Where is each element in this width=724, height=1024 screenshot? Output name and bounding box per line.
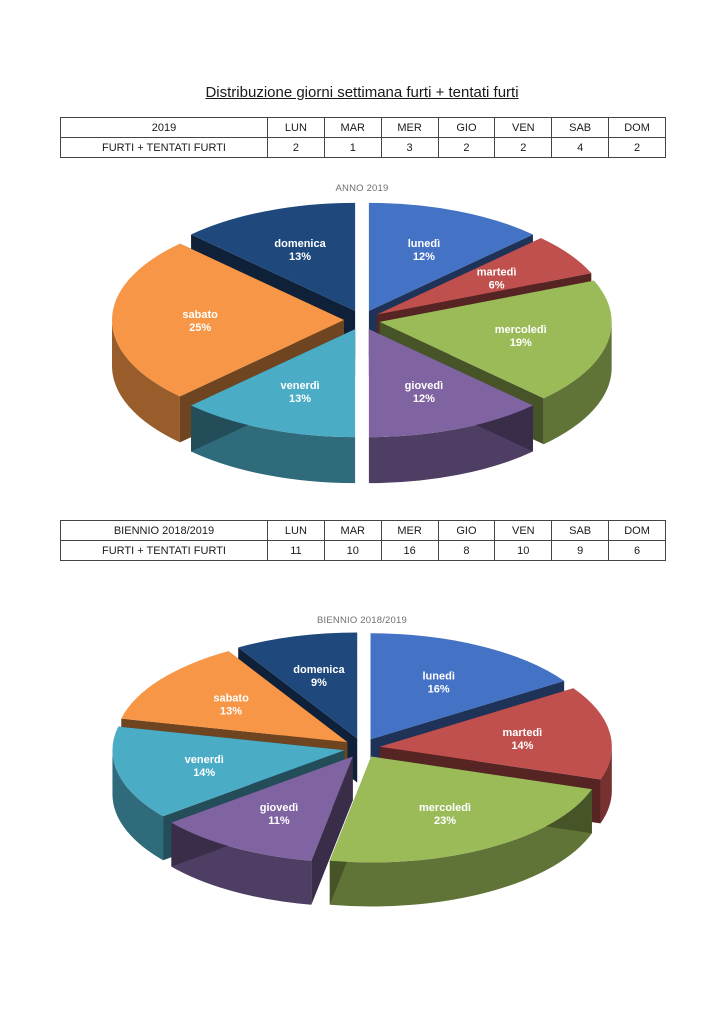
slice-percent-venerdì: 14%	[193, 767, 215, 779]
slice-percent-domenica: 9%	[311, 677, 327, 689]
slice-label-sabato: sabato	[182, 309, 218, 321]
pie-slice-top	[329, 756, 592, 863]
table-cell: GIO	[437, 520, 496, 541]
table-cell: 10	[323, 540, 382, 561]
slice-label-giovedì: giovedì	[260, 802, 299, 814]
table-cell: VEN	[494, 117, 553, 138]
page-title: Distribuzione giorni settimana furti + t…	[205, 84, 519, 101]
table-row: FURTI + TENTATI FURTI 11 10 16 8 10 9 6	[60, 540, 666, 561]
pie-slice-top	[379, 280, 612, 399]
slice-percent-lunedì: 16%	[428, 683, 450, 695]
table-cell: SAB	[551, 520, 610, 541]
slice-percent-sabato: 25%	[189, 322, 211, 334]
pie-slice-mercoledì	[329, 756, 592, 907]
table-header-row: BIENNIO 2018/2019 LUN MAR MER GIO VEN SA…	[60, 520, 666, 541]
table-cell: MAR	[323, 520, 382, 541]
table-header-row: 2019 LUN MAR MER GIO VEN SAB DOM	[60, 117, 666, 138]
pie-slice-top	[112, 243, 344, 397]
table-cell: MER	[380, 520, 439, 541]
slice-label-lunedì: lunedì	[422, 670, 454, 682]
table-cell: 8	[437, 540, 496, 561]
pie-slice-side	[112, 320, 180, 443]
slice-percent-sabato: 13%	[220, 706, 242, 718]
pie-chart-biennio: lunedì16%martedì14%mercoledì23%giovedì11…	[112, 632, 612, 907]
slice-percent-mercoledì: 19%	[510, 337, 532, 349]
table-cell: 2	[608, 137, 666, 158]
table-cell: 1	[323, 137, 382, 158]
table-cell: 2	[494, 137, 553, 158]
pie-slice-side	[600, 746, 612, 824]
table-cell: FURTI + TENTATI FURTI	[60, 137, 268, 158]
table-row: FURTI + TENTATI FURTI 2 1 3 2 2 4 2	[60, 137, 666, 158]
table-cell: SAB	[551, 117, 610, 138]
pie-slice-top	[376, 238, 592, 315]
pie-slice-side	[543, 321, 612, 445]
table-cell: LUN	[267, 520, 325, 541]
table-cell: LUN	[267, 117, 325, 138]
pie-slice-giovedì	[368, 329, 533, 484]
data-table-biennio: BIENNIO 2018/2019 LUN MAR MER GIO VEN SA…	[60, 520, 666, 561]
table-cell: 9	[551, 540, 610, 561]
slice-percent-lunedì: 12%	[413, 251, 435, 263]
slice-percent-domenica: 13%	[289, 251, 311, 263]
slice-label-mercoledì: mercoledì	[419, 802, 471, 814]
slice-percent-venerdì: 13%	[289, 393, 311, 405]
slice-label-venerdì: venerdì	[280, 380, 319, 392]
table-cell: BIENNIO 2018/2019	[60, 520, 268, 541]
slice-percent-giovedì: 11%	[268, 815, 290, 827]
table-cell: 2	[267, 137, 325, 158]
table-cell: 2019	[60, 117, 268, 138]
pie-slice-top	[368, 329, 533, 438]
pie-slice-side	[329, 789, 592, 907]
pie-slice-top	[370, 633, 565, 740]
chart-title-biennio: BIENNIO 2018/2019	[316, 615, 407, 626]
table-cell: 2	[437, 137, 496, 158]
pie-slice-top	[112, 726, 345, 817]
slice-label-domenica: domenica	[274, 238, 326, 250]
slice-label-mercoledì: mercoledì	[495, 324, 547, 336]
table-cell: MER	[380, 117, 439, 138]
table-cell: FURTI + TENTATI FURTI	[60, 540, 268, 561]
pie-chart-2019: lunedì12%martedì6%mercoledì19%giovedì12%…	[112, 202, 612, 484]
table-cell: 16	[380, 540, 439, 561]
pie-slice-top	[191, 329, 356, 438]
table-cell: 10	[494, 540, 553, 561]
slice-label-martedì: martedì	[503, 727, 543, 739]
table-cell: 4	[551, 137, 610, 158]
slice-label-martedì: martedì	[477, 266, 517, 278]
pie-slice-side	[112, 750, 164, 861]
slice-percent-martedì: 14%	[511, 740, 533, 752]
pie-slice-top	[191, 202, 356, 311]
slice-percent-martedì: 6%	[489, 279, 505, 291]
pie-slice-top	[238, 632, 358, 739]
slice-label-venerdì: venerdì	[185, 754, 224, 766]
data-table-2019: 2019 LUN MAR MER GIO VEN SAB DOM FURTI +…	[60, 117, 666, 158]
table-cell: DOM	[608, 520, 666, 541]
pie-slice-top	[379, 688, 612, 780]
table-cell: MAR	[323, 117, 382, 138]
slice-label-sabato: sabato	[213, 693, 249, 705]
table-cell: 6	[608, 540, 666, 561]
pie-slice-top	[121, 651, 348, 743]
table-cell: DOM	[608, 117, 666, 138]
slice-percent-mercoledì: 23%	[434, 815, 456, 827]
pie-slice-top	[368, 202, 533, 311]
slice-label-lunedì: lunedì	[408, 238, 440, 250]
pie-slice-top	[171, 756, 353, 861]
pie-slice-giovedì	[171, 756, 353, 905]
pie-slice-venerdì	[191, 329, 356, 484]
chart-title-2019: ANNO 2019	[335, 183, 389, 194]
slice-label-domenica: domenica	[293, 664, 345, 676]
table-cell: GIO	[437, 117, 496, 138]
table-cell: VEN	[494, 520, 553, 541]
table-cell: 11	[267, 540, 325, 561]
slice-label-giovedì: giovedì	[405, 380, 444, 392]
slice-percent-giovedì: 12%	[413, 393, 435, 405]
table-cell: 3	[380, 137, 439, 158]
